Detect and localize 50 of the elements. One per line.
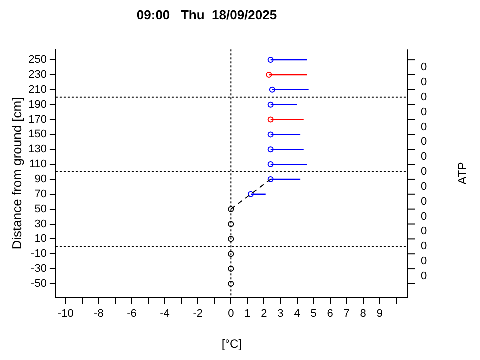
x-tick-label: 0 bbox=[228, 308, 234, 320]
text: 0 bbox=[421, 106, 428, 118]
y-tick-label: 90 bbox=[34, 174, 47, 186]
x-tick-label: 2 bbox=[261, 308, 268, 320]
y-tick-label: 50 bbox=[34, 203, 47, 216]
chart-title: 09:00 Thu 18/09/2025 bbox=[136, 7, 278, 22]
y-tick-label: 30 bbox=[34, 218, 47, 230]
text: 0 bbox=[421, 151, 428, 164]
text: 0 bbox=[421, 240, 428, 253]
text: 0 bbox=[421, 76, 428, 88]
x-tick-label: 3 bbox=[278, 308, 284, 320]
x-axis-title: [°C] bbox=[222, 337, 242, 352]
text: 0 bbox=[421, 196, 428, 208]
y-tick-label: 150 bbox=[28, 128, 47, 141]
text: 0 bbox=[421, 62, 428, 74]
x-tick-label: -10 bbox=[58, 308, 74, 320]
y-tick-label: 210 bbox=[28, 84, 47, 96]
x-tick-label: -8 bbox=[94, 308, 104, 320]
x-tick-label: 8 bbox=[360, 308, 366, 320]
y-axis-title: Distance from ground [cm] bbox=[9, 97, 24, 250]
text: 0 bbox=[421, 136, 428, 148]
y-tick-label: 70 bbox=[34, 188, 47, 200]
y-tick-label: 250 bbox=[28, 54, 47, 66]
y-tick-label: 110 bbox=[29, 158, 47, 171]
text: 0 bbox=[421, 121, 428, 134]
x-tick-label: -2 bbox=[193, 308, 203, 320]
text: 0 bbox=[421, 270, 428, 283]
text: 0 bbox=[421, 91, 428, 104]
y-tick-label: 230 bbox=[28, 69, 47, 82]
x-tick-label: 5 bbox=[310, 308, 317, 320]
x-tick-label: 6 bbox=[327, 308, 334, 320]
text: 0 bbox=[421, 166, 428, 178]
x-tick-label: -6 bbox=[127, 308, 137, 320]
x-tick-label: -4 bbox=[160, 308, 170, 320]
y-tick-label: 130 bbox=[28, 144, 47, 156]
x-tick-label: 1 bbox=[244, 308, 251, 320]
y-tick-label: -30 bbox=[31, 263, 47, 276]
y2-axis-title: ATP bbox=[455, 162, 470, 185]
y-tick-label: 10 bbox=[34, 233, 47, 246]
text: 0 bbox=[421, 256, 428, 268]
x-tick-label: 4 bbox=[294, 308, 300, 320]
y-tick-label: 170 bbox=[28, 114, 47, 126]
text: 0 bbox=[421, 210, 428, 223]
y-tick-label: 190 bbox=[28, 98, 47, 111]
x-tick-label: 7 bbox=[344, 308, 350, 320]
text: 0 bbox=[421, 226, 428, 238]
y-tick-label: -10 bbox=[31, 248, 47, 260]
y-tick-label: -50 bbox=[31, 278, 47, 290]
x-tick-label: 9 bbox=[376, 308, 383, 320]
text: 0 bbox=[421, 180, 428, 193]
